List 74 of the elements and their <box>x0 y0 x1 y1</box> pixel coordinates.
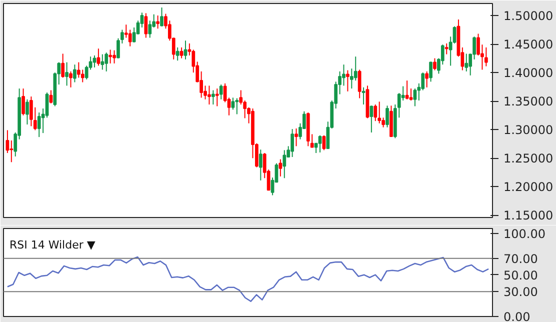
candlestick <box>258 149 262 181</box>
candlestick <box>322 134 326 151</box>
candlestick <box>409 88 413 102</box>
candlestick <box>144 12 148 38</box>
candlestick <box>208 85 211 106</box>
candlestick <box>318 134 322 153</box>
candlestick <box>219 84 223 100</box>
y-tick-label: 100.00 <box>504 226 546 241</box>
candlestick <box>124 24 128 38</box>
text: RSI 14 Wilder ▼ <box>10 238 96 252</box>
y-tick-label: 1.15000 <box>504 208 554 223</box>
candlestick <box>37 112 41 138</box>
y-tick-label: 1.25000 <box>504 152 554 166</box>
ref-line-label: 70.00 <box>504 252 538 266</box>
candlestick <box>61 53 65 78</box>
ref-line-label: 30.00 <box>504 285 538 300</box>
candlestick <box>6 130 10 154</box>
candlestick <box>362 86 366 106</box>
candlestick <box>354 56 358 82</box>
candlestick <box>128 29 132 47</box>
candlestick <box>108 49 112 64</box>
candlestick <box>112 50 116 64</box>
candlestick <box>231 97 235 110</box>
candlestick <box>65 62 68 86</box>
candlestick <box>96 48 100 66</box>
candlestick <box>92 54 96 68</box>
candlestick <box>464 53 468 72</box>
y-tick-label: 1.30000 <box>504 123 554 138</box>
candlestick <box>413 88 417 107</box>
candlestick <box>45 92 49 118</box>
candlestick <box>176 46 180 62</box>
candlestick <box>425 70 429 88</box>
candlestick <box>444 42 448 55</box>
candlestick <box>433 58 436 71</box>
y-tick-label: 1.50000 <box>504 8 554 23</box>
candlestick <box>294 128 298 147</box>
candlestick <box>374 104 378 122</box>
y-tick-label: 1.35000 <box>504 94 554 109</box>
candlestick <box>378 101 382 124</box>
candlestick <box>104 52 108 72</box>
line-series <box>6 256 490 302</box>
candlestick <box>26 98 29 125</box>
candlestick <box>282 150 286 179</box>
candlestick <box>235 98 239 115</box>
candlestick <box>239 90 243 106</box>
candlestick <box>80 69 84 83</box>
candlestick <box>215 88 219 107</box>
y-tick-label: 50.00 <box>504 268 538 282</box>
candlestick <box>69 70 72 88</box>
candlestick <box>484 46 488 67</box>
y-tick-label: 1.40000 <box>504 66 554 80</box>
candlestick <box>30 96 33 127</box>
candlestick <box>132 26 136 43</box>
candlestick <box>160 6 164 27</box>
candlestick <box>370 105 374 133</box>
candlestick <box>22 88 25 116</box>
y-tick-label: 1.20000 <box>504 180 554 194</box>
candlestick <box>346 70 350 92</box>
candlestick <box>386 105 389 128</box>
candlestick <box>358 69 362 99</box>
candlestick <box>100 54 104 70</box>
candlestick <box>180 46 184 59</box>
y-tick-label: 1.45000 <box>504 38 554 52</box>
candlestick <box>212 90 215 106</box>
candlestick <box>278 158 282 177</box>
candlestick <box>290 128 294 158</box>
candlestick <box>76 62 80 78</box>
candlestick <box>148 20 152 38</box>
candlestick <box>10 140 14 163</box>
candlestick <box>184 40 188 60</box>
candlestick <box>156 14 160 30</box>
candlestick <box>429 61 432 82</box>
y-tick-label: 0.00 <box>504 310 530 322</box>
candlestick <box>73 64 76 83</box>
